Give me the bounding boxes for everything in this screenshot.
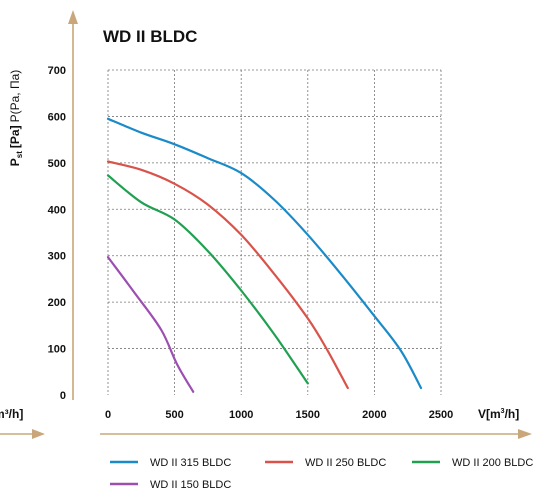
- y-axis-arrow: [68, 10, 78, 24]
- x-tick-label: 2500: [429, 409, 453, 421]
- y-axis-unit: [Pa]: [8, 125, 22, 148]
- y-axis-symbol: P: [8, 158, 22, 166]
- x-tick-label: 1000: [229, 409, 253, 421]
- y-axis-subscript: st: [15, 151, 24, 158]
- grid: [108, 70, 441, 395]
- y-tick-label: 300: [48, 251, 66, 263]
- x-axis-arrow-left: [32, 429, 45, 439]
- axes: [0, 10, 532, 439]
- svg-text:Pst[Pa]P(Pa, Па): Pst [Pa] P(Pa, Па): [8, 70, 24, 166]
- y-tick-label: 600: [48, 111, 66, 123]
- left-cut-unit-label: m³/h]: [0, 407, 23, 421]
- y-tick-label: 0: [60, 390, 66, 402]
- legend-label-wd-ii-250-bldc: WD II 250 BLDC: [305, 457, 386, 469]
- x-axis-unit: /h]: [505, 407, 520, 421]
- legend-label-wd-ii-150-bldc: WD II 150 BLDC: [150, 479, 231, 491]
- y-tick-label: 100: [48, 344, 66, 356]
- x-tick-label: 500: [165, 409, 183, 421]
- y-axis-alt-label: P(Pa, Па): [8, 70, 22, 123]
- series-line-wd-ii-150-bldc: [108, 257, 193, 392]
- legend-label-wd-ii-200-bldc: WD II 200 BLDC: [452, 457, 533, 469]
- x-tick-label: 1500: [296, 409, 320, 421]
- x-tick-label: 0: [105, 409, 111, 421]
- y-tick-label: 700: [48, 65, 66, 77]
- x-axis-arrow: [518, 429, 532, 439]
- y-tick-label: 200: [48, 297, 66, 309]
- y-tick-label: 500: [48, 158, 66, 170]
- y-tick-label: 400: [48, 204, 66, 216]
- x-axis-title: V[m3/h]: [478, 407, 519, 421]
- legend-label-wd-ii-315-bldc: WD II 315 BLDC: [150, 457, 231, 469]
- x-tick-label: 2000: [362, 409, 386, 421]
- y-axis-title: Pst [Pa] P(Pa, Па): [8, 70, 24, 166]
- chart-title: WD II BLDC: [103, 27, 197, 46]
- legend: WD II 315 BLDC WD II 250 BLDC WD II 200 BL…: [110, 457, 533, 491]
- x-axis-symbol: V[m: [478, 407, 501, 421]
